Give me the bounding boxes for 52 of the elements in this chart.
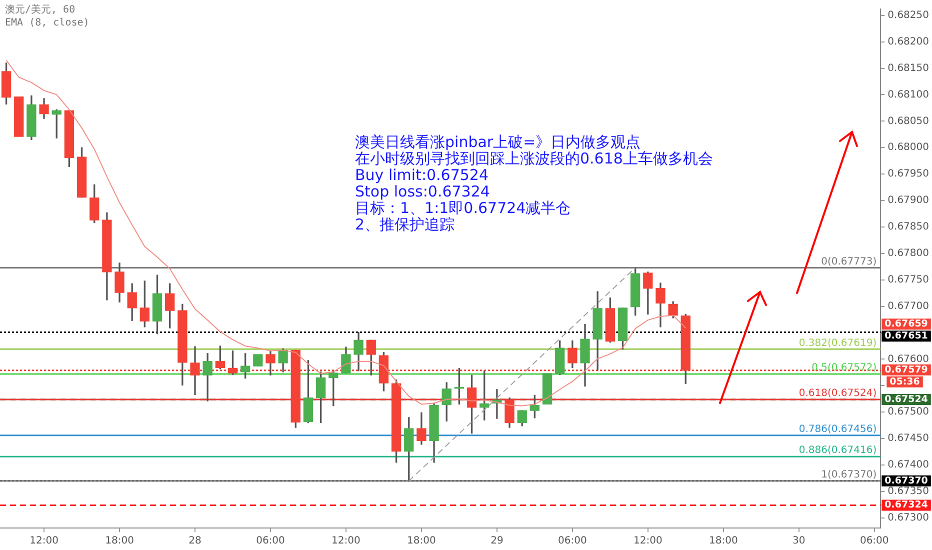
x-tick-label: 28 bbox=[188, 536, 202, 547]
y-tick-label: 0.68200 bbox=[888, 36, 930, 48]
ref-line-label: 0.382(0.67619) bbox=[798, 338, 877, 349]
y-tick-label: 0.67400 bbox=[888, 460, 930, 471]
ref-line-label: 0.786(0.67456) bbox=[798, 424, 877, 436]
y-tick-label: 0.67800 bbox=[888, 248, 930, 260]
y-tick-label: 0.67500 bbox=[888, 406, 930, 418]
ref-line-label: 0.67324 bbox=[884, 500, 928, 511]
x-tick-label: 29 bbox=[490, 536, 504, 547]
ref-line-label: 0.886(0.67416) bbox=[798, 445, 877, 456]
annotation: 目标：1、1:1即0.67724减半仓 bbox=[355, 199, 571, 217]
y-tick-label: 0.68100 bbox=[888, 89, 930, 100]
ref-line-label: 0.67370 bbox=[884, 475, 928, 486]
x-tick-label: 12:00 bbox=[30, 536, 58, 547]
y-tick-label: 0.68000 bbox=[888, 142, 930, 154]
x-tick-label: 06:00 bbox=[558, 536, 587, 547]
y-tick-label: 0.67750 bbox=[888, 274, 930, 286]
x-tick-label: 12:00 bbox=[332, 536, 360, 547]
x-tick-label: 18:00 bbox=[407, 536, 436, 547]
text: EMA (8, close) bbox=[5, 18, 90, 29]
y-tick-label: 0.68250 bbox=[888, 10, 930, 21]
ref-line-label: 0.67524 bbox=[884, 394, 928, 405]
text: 0.67659 bbox=[884, 318, 928, 330]
ref-line-label: 0.5(0.67572) bbox=[812, 362, 877, 374]
y-tick-label: 0.67300 bbox=[888, 512, 930, 524]
y-tick-label: 0.67350 bbox=[888, 486, 930, 498]
annotation: Stop loss:0.67324 bbox=[355, 182, 490, 200]
y-tick-label: 0.67950 bbox=[888, 168, 930, 180]
x-tick-label: 18:00 bbox=[105, 536, 134, 547]
x-tick-label: 06:00 bbox=[256, 536, 285, 547]
y-tick-label: 0.67450 bbox=[888, 433, 930, 444]
y-tick-label: 0.67850 bbox=[888, 222, 930, 233]
x-tick-label: 30 bbox=[792, 536, 806, 547]
ref-line-label: 0(0.67773) bbox=[821, 256, 877, 268]
x-tick-label: 12:00 bbox=[633, 536, 662, 547]
ref-line-label: 0.618(0.67524) bbox=[798, 388, 877, 400]
ref-line-label: 1(0.67370) bbox=[821, 470, 877, 481]
annotation: 澳美日线看涨pinbar上破=》日内做多观点 bbox=[355, 133, 641, 151]
y-tick-label: 0.67700 bbox=[888, 300, 930, 312]
text: 05:36 bbox=[890, 376, 920, 388]
annotation: 2、推保护追踪 bbox=[355, 216, 455, 234]
y-tick-label: 0.67900 bbox=[888, 195, 930, 206]
ref-line-label: 0.67651 bbox=[884, 330, 928, 342]
x-tick-label: 18:00 bbox=[708, 536, 738, 547]
y-tick-label: 0.68150 bbox=[888, 62, 930, 74]
x-tick-label: 06:00 bbox=[860, 536, 889, 547]
y-tick-label: 0.67600 bbox=[888, 354, 930, 365]
ref-line-label: 0.67579 bbox=[884, 364, 928, 376]
chart-title: 澳元/美元, 60 bbox=[5, 4, 76, 16]
annotation: 在小时级别寻找到回踩上涨波段的0.618上车做多机会 bbox=[355, 150, 713, 168]
y-tick-label: 0.68050 bbox=[888, 116, 930, 127]
annotation: Buy limit:0.67524 bbox=[355, 166, 489, 184]
